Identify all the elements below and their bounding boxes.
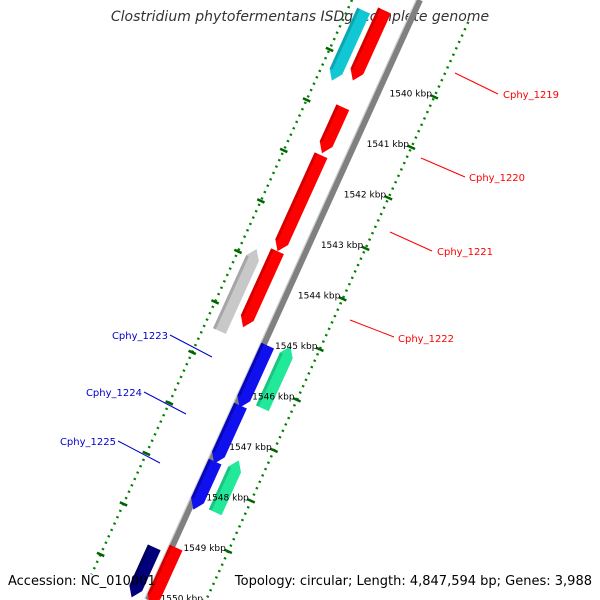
feature-cphy-1219-shade — [350, 7, 381, 70]
outer-scale-tick — [210, 299, 220, 305]
backbone — [144, 0, 423, 600]
scale-tick-mark — [224, 548, 233, 555]
feature-cphy-1220 — [319, 104, 350, 154]
outer-scale-tick — [302, 97, 311, 103]
scale-tick-label: 1546 kbp — [252, 393, 295, 403]
feature-cphy-1222 — [213, 249, 259, 334]
scale-tick-label: 1541 kbp — [367, 140, 410, 150]
gene-leader-line — [117, 440, 161, 464]
scale-tick-label: 1548 kbp — [206, 494, 249, 504]
scale-tick-label: 1549 kbp — [183, 544, 226, 554]
scale-tick-mark — [246, 498, 256, 504]
outer-scale-tick — [188, 349, 197, 356]
feature-cphy-1221-shade — [275, 152, 318, 241]
feature-red-bottom-shade — [147, 544, 173, 595]
gene-label-cphy-1224: Cphy_1224 — [86, 388, 142, 399]
map-title: Clostridium phytofermentans ISDg, comple… — [110, 9, 490, 25]
gene-leader-line — [143, 391, 187, 415]
inner-tick-track — [204, 21, 470, 600]
tick-dot-tracks — [90, 0, 470, 600]
gene-label-cphy-1225: Cphy_1225 — [60, 437, 116, 448]
feature-cphy-1224 — [211, 402, 247, 464]
scale-tick-label: 1544 kbp — [298, 292, 341, 302]
feature-red-bottom — [147, 544, 183, 600]
feature-blue-1 — [237, 342, 275, 408]
backbone-line — [145, 0, 423, 600]
scale-ticks: 1540 kbp 1541 kbp 1542 kbp 1543 kbp 1544 kbp… — [96, 46, 439, 600]
feature-cphy-1223 — [255, 346, 293, 412]
scale-tick-mark — [407, 144, 416, 151]
gene-leader-line — [169, 334, 213, 358]
scale-tick-mark — [338, 296, 347, 302]
feature-cphy-1220-shade — [319, 104, 340, 143]
feature-cyan-shade — [329, 7, 360, 70]
feature-blue-2 — [191, 458, 222, 510]
feature-red-lower-shade — [240, 248, 274, 317]
feature-cyan — [329, 7, 370, 81]
scale-tick-mark — [430, 94, 439, 100]
feature-red-lower — [240, 248, 284, 328]
outer-scale-tick — [142, 450, 151, 457]
feature-cphy-1223-shade — [255, 352, 283, 407]
scale-tick-label: 1542 kbp — [344, 191, 387, 201]
genome-summary-text: Topology: circular; Length: 4,847,594 bp… — [234, 574, 592, 589]
feature-cphy-1225-shade — [208, 466, 231, 511]
gene-label-cphy-1222: Cphy_1222 — [398, 334, 454, 345]
gene-leader-line — [454, 72, 499, 95]
gene-features — [129, 7, 391, 600]
gene-label-cphy-1223: Cphy_1223 — [112, 331, 168, 342]
feature-cphy-1225 — [208, 460, 242, 516]
feature-blue-2-shade — [191, 458, 212, 499]
scale-tick-mark — [361, 245, 370, 252]
backbone-highlight — [144, 0, 417, 599]
gene-label-cphy-1219: Cphy_1219 — [503, 90, 559, 101]
gene-leader-line — [420, 157, 466, 178]
scale-tick-mark — [269, 447, 279, 454]
outer-scale-tick — [325, 46, 334, 53]
scale-tick-label: 1540 kbp — [390, 90, 433, 100]
outer-scale-tick — [233, 248, 243, 255]
scale-tick-label: 1545 kbp — [275, 342, 318, 352]
feature-cphy-1219 — [350, 7, 391, 81]
outer-scale-tick — [165, 400, 174, 406]
feature-cphy-1222-shade — [213, 255, 249, 330]
gene-label-cphy-1220: Cphy_1220 — [469, 173, 525, 184]
gene-label-cphy-1221: Cphy_1221 — [437, 247, 493, 258]
feature-cphy-1224-shade — [211, 402, 237, 453]
scale-tick-label: 1547 kbp — [229, 443, 272, 453]
outer-scale-tick — [256, 198, 266, 204]
scale-tick-mark — [292, 397, 302, 403]
feature-navy-bottom — [129, 544, 161, 598]
scale-tick-mark — [384, 195, 393, 201]
gene-leader-line — [389, 231, 433, 252]
scale-tick-label: 1543 kbp — [321, 241, 364, 251]
outer-scale-tick — [279, 147, 288, 154]
outer-tick-track — [90, 0, 354, 575]
scale-tick-label: 1550 kbp — [161, 595, 204, 600]
outer-scale-tick — [96, 551, 105, 558]
gene-leader-line — [349, 319, 395, 338]
feature-navy-bottom-shade — [129, 544, 151, 587]
accession-text: Accession: NC_010001 — [8, 574, 156, 589]
outer-scale-tick — [119, 501, 128, 507]
scale-tick-mark — [315, 346, 324, 353]
feature-blue-1-shade — [237, 342, 265, 397]
feature-cphy-1221 — [275, 152, 328, 252]
gene-labels: Cphy_1219 Cphy_1220 Cphy_1221 Cphy_1222 Cphy… — [60, 72, 559, 464]
